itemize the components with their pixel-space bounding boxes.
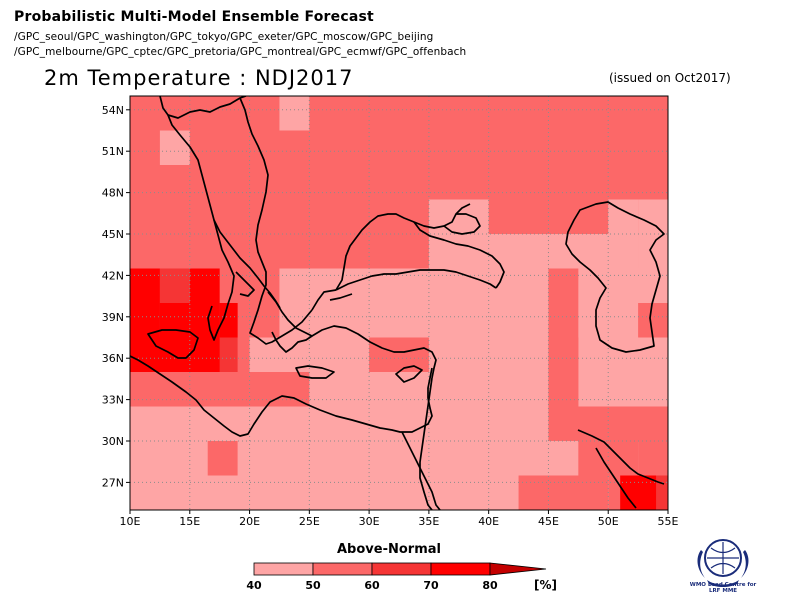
colorbar-title: Above-Normal — [337, 542, 441, 557]
y-tick-label: 42N — [102, 269, 124, 282]
prob-cell-40-50 — [428, 199, 489, 234]
prob-cell-40-50 — [159, 130, 190, 165]
map-gridlines — [130, 96, 668, 510]
map-frame — [129, 95, 669, 511]
coast-north-africa — [130, 355, 433, 437]
colorbar-segment — [430, 562, 491, 576]
prob-cell-50-60 — [207, 441, 238, 476]
prob-cell-40-50 — [279, 96, 310, 131]
coast-azov — [443, 213, 481, 235]
x-tick-label: 50E — [598, 515, 619, 528]
colorbar-segment — [371, 562, 432, 576]
y-tick-label: 51N — [102, 145, 124, 158]
centres-line-1: /GPC_seoul/GPC_washington/GPC_tokyo/GPC_… — [14, 31, 434, 43]
x-tick-label: 35E — [418, 515, 439, 528]
prob-cell-40-50 — [578, 337, 668, 407]
prob-cell-50-60 — [548, 268, 579, 303]
y-tick-label: 33N — [102, 394, 124, 407]
prob-cell-70-80 — [130, 268, 160, 338]
coastlines — [130, 96, 665, 510]
coast-black-sea-north — [413, 221, 505, 289]
x-tick-label: 15E — [179, 515, 200, 528]
prob-cell-70-80 — [620, 475, 657, 510]
centres-line-2: /GPC_melbourne/GPC_cptec/GPC_pretoria/GP… — [14, 46, 467, 58]
axis-ticks: 10E 15E 20E 25E 30E 35E 40E 45E 50E 55E 54N 51N 48N 4… — [102, 104, 679, 528]
logo-text-line1: WMO Lead Centre for — [689, 582, 757, 588]
x-tick-label: 10E — [120, 515, 141, 528]
prob-cell-70-80 — [159, 303, 190, 338]
y-tick-label: 48N — [102, 187, 124, 200]
coast-greece — [267, 291, 313, 353]
x-tick-label: 40E — [478, 515, 499, 528]
coast-red-sea — [401, 431, 441, 510]
colorbar-segment — [253, 562, 314, 576]
prob-cell-40-50 — [428, 234, 549, 269]
y-tick-label: 30N — [102, 435, 124, 448]
coast-caspian — [565, 201, 665, 353]
coast-calabria — [207, 219, 235, 341]
variable-title: 2m Temperature : NDJ2017 — [44, 66, 354, 90]
coast-adriatic-balkan — [239, 97, 313, 345]
colorbar: 40 50 60 70 80 — [246, 562, 547, 592]
coast-sicily — [147, 329, 199, 359]
colorbar-unit: [%] — [534, 578, 557, 592]
y-tick-label: 36N — [102, 352, 124, 365]
coast-black-sea-west — [335, 203, 471, 291]
prob-cell-50-60 — [548, 337, 579, 407]
prob-cell-50-60 — [518, 475, 609, 510]
colorbar-label: 70 — [423, 579, 439, 592]
probability-cells — [130, 96, 668, 510]
colorbar-label: 60 — [364, 579, 380, 592]
coast-aegean — [311, 289, 353, 311]
prob-cell-70-80 — [189, 268, 220, 338]
coast-crete — [295, 365, 335, 379]
logo-text-line2: LRF MME — [708, 588, 738, 594]
coast-heel — [235, 271, 255, 297]
prob-cell-70-80 — [219, 303, 238, 338]
colorbar-segment — [312, 562, 373, 576]
prob-cell-50-60 — [130, 372, 250, 407]
x-tick-label: 20E — [239, 515, 260, 528]
prob-cell-70-80 — [130, 337, 220, 372]
coast-turkey-north — [335, 269, 497, 291]
coast-italy-north — [159, 96, 247, 119]
colorbar-label: 50 — [305, 579, 321, 592]
x-tick-label: 25E — [299, 515, 320, 528]
x-tick-label: 45E — [538, 515, 559, 528]
prob-cell-40-50 — [279, 268, 549, 338]
x-tick-label: 55E — [658, 515, 679, 528]
colorbar-label: 40 — [246, 579, 262, 592]
coast-cyprus — [395, 365, 423, 383]
y-tick-label: 39N — [102, 311, 124, 324]
colorbar-label: 80 — [482, 579, 498, 592]
prob-cell-50-60 — [548, 406, 668, 441]
logo-text: WMO Lead Centre for LRF MME — [680, 582, 766, 594]
chart-title: Probabilistic Multi-Model Ensemble Forec… — [14, 9, 374, 25]
y-tick-label: 27N — [102, 476, 124, 489]
prob-cell-50-60 — [638, 441, 668, 476]
issued-date: (issued on Oct2017) — [609, 71, 731, 85]
y-tick-label: 45N — [102, 228, 124, 241]
y-tick-label: 54N — [102, 104, 124, 117]
prob-cell-50-60 — [369, 337, 429, 372]
wmo-logo-icon — [697, 539, 749, 587]
coast-persian-gulf — [577, 429, 665, 509]
coast-turkey-south — [311, 325, 437, 379]
coast-levant — [419, 377, 433, 510]
prob-cell-60-70 — [159, 268, 190, 303]
colorbar-arrow — [489, 562, 547, 576]
x-tick-label: 30E — [359, 515, 380, 528]
